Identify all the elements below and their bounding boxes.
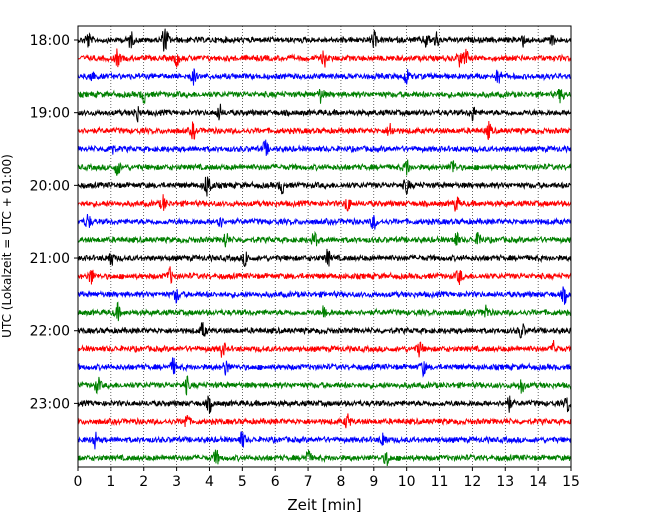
trace-20-00 [77, 176, 572, 197]
x-tick-label-2: 2 [139, 474, 148, 490]
x-tick-label-10: 10 [398, 474, 416, 490]
x-tick-label-3: 3 [172, 474, 181, 490]
x-tick-label-15: 15 [562, 474, 580, 490]
x-tick-label-9: 9 [369, 474, 378, 490]
x-tick-label-1: 1 [106, 474, 115, 490]
y-axis-label: UTC (Lokalzeit = UTC + 01:00) [0, 154, 14, 338]
trace-22-15 [77, 339, 572, 358]
trace-22-30 [77, 357, 572, 378]
y-tick-label-18-00: 18:00 [30, 33, 70, 49]
trace-23-45 [77, 449, 572, 467]
x-tick-label-11: 11 [431, 474, 449, 490]
trace-21-30 [77, 286, 572, 305]
x-axis-label: Zeit [min] [287, 496, 361, 514]
trace-22-00 [77, 322, 572, 339]
seismic-traces [77, 28, 572, 467]
trace-20-30 [77, 213, 572, 230]
x-tick-label-5: 5 [238, 474, 247, 490]
trace-18-45 [77, 88, 572, 104]
trace-21-00 [77, 248, 572, 268]
x-tick-label-7: 7 [304, 474, 313, 490]
y-tick-label-20-00: 20:00 [30, 178, 70, 194]
x-tick-label-13: 13 [496, 474, 514, 490]
y-tick-label-21-00: 21:00 [30, 251, 70, 267]
trace-23-30 [77, 431, 572, 450]
trace-18-30 [77, 68, 572, 86]
trace-21-15 [77, 266, 572, 286]
trace-19-00 [77, 103, 572, 123]
y-axis-ticks: 18:00 19:00 20:00 21:00 22:00 23:00 [30, 33, 78, 412]
x-tick-label-4: 4 [205, 474, 214, 490]
x-tick-label-0: 0 [74, 474, 83, 490]
x-axis-ticks: 0 1 2 3 4 5 6 7 8 9 10 11 12 13 14 15 [74, 467, 580, 490]
x-tick-label-12: 12 [463, 474, 481, 490]
trace-21-45 [77, 301, 572, 322]
trace-19-45 [77, 159, 572, 176]
trace-18-15 [77, 48, 572, 68]
trace-23-15 [77, 413, 572, 429]
trace-23-00 [77, 395, 572, 414]
y-tick-label-22-00: 22:00 [30, 324, 70, 340]
y-tick-label-19-00: 19:00 [30, 106, 70, 122]
trace-20-15 [77, 194, 572, 212]
trace-19-30 [77, 139, 572, 156]
trace-22-45 [77, 375, 572, 396]
y-tick-label-23-00: 23:00 [30, 396, 70, 412]
x-tick-label-14: 14 [529, 474, 547, 490]
trace-19-15 [77, 120, 572, 141]
x-tick-label-6: 6 [271, 474, 280, 490]
trace-18-00 [77, 28, 572, 52]
plot-frame [77, 25, 572, 468]
trace-20-45 [77, 230, 572, 248]
x-tick-label-8: 8 [336, 474, 345, 490]
